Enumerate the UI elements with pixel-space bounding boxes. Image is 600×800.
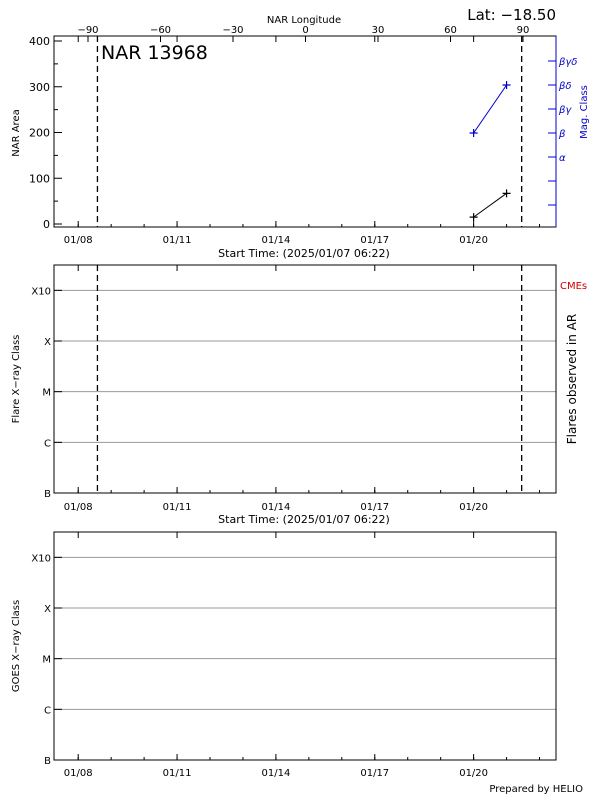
goes-y-tick-label: C [44,705,51,716]
flare-x-axis-label: Start Time: (2025/01/07 06:22) [218,513,390,526]
goes-x-tick-label: 01/11 [163,768,192,779]
goes-y-tick-label: B [44,756,51,767]
flare-x-tick-label: 01/08 [64,502,93,513]
flare-y-axis-label: Flare X−ray Class [11,335,22,424]
longitude-tick-label: −30 [222,25,243,36]
area-plot-frame [53,35,557,228]
goes-x-tick-label: 01/20 [459,768,488,779]
top-axis-label: NAR Longitude [267,15,341,26]
goes-y-axis-label: GOES X−ray Class [11,600,22,692]
area-data-point [469,213,478,222]
region-title: NAR 13968 [101,42,208,64]
flare-y-tick-label: X [44,337,51,348]
area-series-line [473,192,507,218]
mag-class-data-point [502,81,511,89]
flare-y-tick-label: X10 [31,286,51,297]
flare-y-tick-label: B [44,489,51,500]
flare-panel: Flare X−ray Class Flares observed in AR … [11,264,587,526]
goes-panel: GOES X−ray Class B C M X X10 01/08 01/11 01/14… [11,531,557,779]
cme-label: CMEs [560,281,587,292]
longitude-tick-label: 0 [302,25,308,36]
area-x-tick-label: 01/11 [163,235,192,246]
area-y-tick-label: 300 [29,81,50,94]
mag-class-series-line [473,84,508,134]
mag-class-data-point [469,129,478,137]
mag-class-tick-label: βδ [558,81,572,92]
longitude-tick-label: 90 [517,25,530,36]
mag-class-tick-label: βγ [558,105,572,116]
goes-x-tick-label: 01/17 [360,768,389,779]
area-x-tick-label: 01/14 [262,235,291,246]
flare-plot-frame [53,264,557,494]
footer-credit: Prepared by HELIO [489,784,583,795]
flare-y-tick-label: C [44,438,51,449]
area-x-tick-label: 01/17 [360,235,389,246]
area-x-tick-label: 01/20 [459,235,488,246]
flares-observed-label: Flares observed in AR [565,314,579,444]
longitude-tick-label: 30 [372,25,385,36]
area-x-tick-label: 01/08 [64,235,93,246]
goes-plot-frame [53,531,557,761]
area-y-tick-label: 400 [29,35,50,48]
goes-x-tick-label: 01/08 [64,768,93,779]
flare-x-tick-label: 01/17 [360,502,389,513]
area-data-point [502,189,511,198]
mag-class-tick-label: βγδ [558,57,577,68]
area-y-tick-label: 100 [29,172,50,185]
flare-x-tick-label: 01/11 [163,502,192,513]
flare-x-tick-label: 01/14 [262,502,291,513]
longitude-tick-label: −90 [77,25,98,36]
longitude-tick-label: 60 [444,25,457,36]
goes-y-tick-label: X [44,604,51,615]
goes-x-tick-label: 01/14 [262,768,291,779]
area-panel: NAR 13968 Lat: −18.50 NAR Longitude NAR … [11,6,590,260]
goes-y-tick-label: M [42,655,51,666]
longitude-tick-label: −60 [150,25,171,36]
goes-y-tick-label: X10 [31,553,51,564]
mag-class-axis-label: Mag. Class [579,85,590,139]
flare-y-tick-label: M [42,388,51,399]
area-x-axis-label: Start Time: (2025/01/07 06:22) [218,247,390,260]
mag-class-tick-label: α [559,153,566,164]
latitude-label: Lat: −18.50 [467,6,556,24]
mag-class-tick-label: β [558,129,566,140]
area-y-tick-label: 200 [29,127,50,140]
area-y-axis-label: NAR Area [11,109,22,156]
area-y-tick-label: 0 [43,218,50,231]
flare-x-tick-label: 01/20 [459,502,488,513]
